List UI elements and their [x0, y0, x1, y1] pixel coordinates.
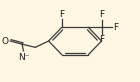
- Text: N⁻: N⁻: [18, 53, 29, 62]
- Text: F: F: [99, 35, 104, 44]
- Text: F: F: [113, 23, 118, 32]
- Text: O: O: [2, 36, 9, 46]
- Text: F: F: [99, 10, 104, 19]
- Text: F: F: [59, 10, 64, 19]
